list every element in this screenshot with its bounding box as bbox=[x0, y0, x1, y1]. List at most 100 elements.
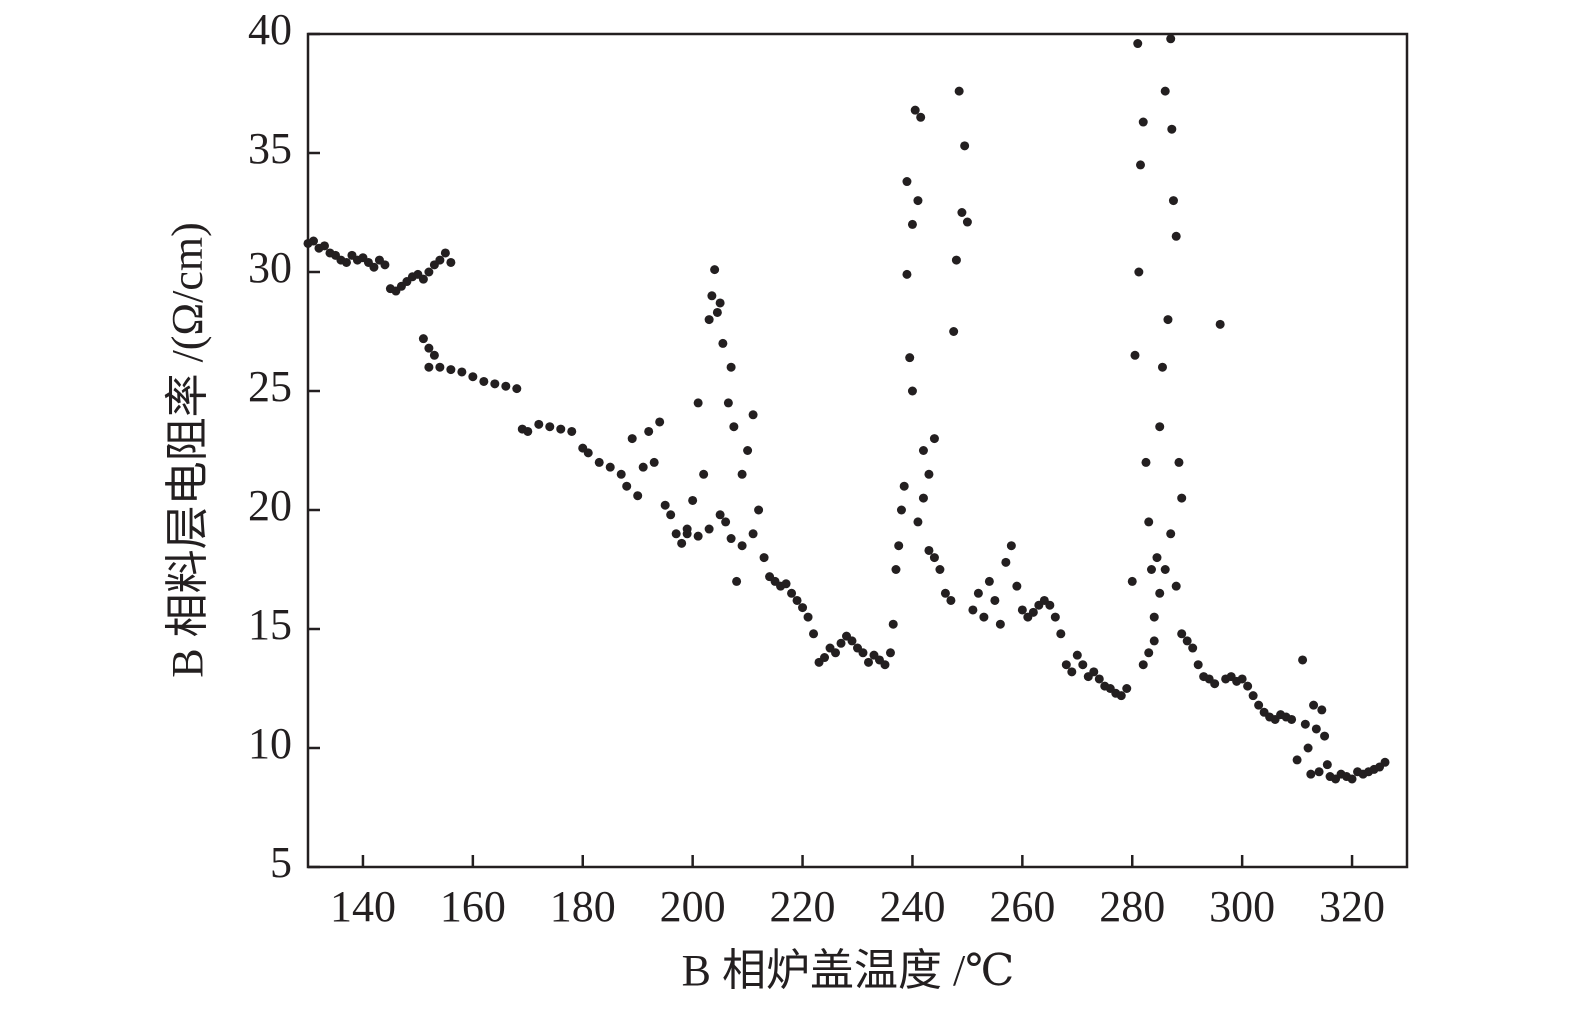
scatter-point bbox=[457, 367, 467, 377]
scatter-point bbox=[1028, 607, 1038, 617]
scatter-point bbox=[446, 365, 456, 375]
scatter-point bbox=[803, 612, 813, 622]
y-tick-label: 20 bbox=[248, 481, 292, 530]
scatter-point bbox=[1089, 667, 1099, 677]
scatter-point bbox=[1322, 760, 1332, 770]
scatter-point bbox=[737, 541, 747, 551]
scatter-point bbox=[369, 262, 379, 272]
scatter-point bbox=[1243, 681, 1253, 691]
scatter-point bbox=[1116, 691, 1126, 701]
scatter-point bbox=[1306, 769, 1316, 779]
scatter-point bbox=[940, 588, 950, 598]
scatter-point bbox=[888, 619, 898, 629]
y-tick-label: 40 bbox=[248, 5, 292, 54]
x-tick-label: 220 bbox=[770, 882, 836, 931]
scatter-point bbox=[1012, 581, 1022, 591]
scatter-point bbox=[1171, 581, 1181, 591]
scatter-point bbox=[1237, 674, 1247, 684]
scatter-point bbox=[781, 579, 791, 589]
scatter-point bbox=[1380, 757, 1390, 767]
scatter-point bbox=[446, 257, 456, 267]
scatter-point bbox=[1061, 660, 1071, 670]
scatter-point bbox=[1188, 643, 1198, 653]
x-tick-label: 320 bbox=[1319, 882, 1385, 931]
scatter-point bbox=[1168, 196, 1178, 206]
scatter-point bbox=[440, 248, 450, 258]
scatter-point bbox=[836, 638, 846, 648]
scatter-point bbox=[737, 469, 747, 479]
scatter-point bbox=[907, 386, 917, 396]
y-tick-label: 30 bbox=[248, 243, 292, 292]
scatter-point bbox=[1094, 674, 1104, 684]
scatter-point bbox=[688, 495, 698, 505]
scatter-point bbox=[556, 424, 566, 434]
scatter-point bbox=[787, 588, 797, 598]
scatter-point bbox=[479, 376, 489, 386]
scatter-point bbox=[699, 469, 709, 479]
scatter-point bbox=[682, 529, 692, 539]
scatter-point bbox=[1300, 719, 1310, 729]
scatter-point bbox=[490, 379, 500, 389]
scatter-point bbox=[910, 105, 920, 115]
scatter-point bbox=[809, 629, 819, 639]
scatter-point bbox=[918, 493, 928, 503]
scatter-point bbox=[1166, 34, 1176, 44]
scatter-point bbox=[1167, 124, 1177, 134]
scatter-point bbox=[594, 457, 604, 467]
y-axis-label: B 相料层电阻率 /(Ω/cm) bbox=[163, 222, 212, 678]
scatter-point bbox=[905, 353, 915, 363]
scatter-point bbox=[973, 588, 983, 598]
scatter-point bbox=[968, 605, 978, 615]
scatter-point bbox=[1177, 493, 1187, 503]
scatter-point bbox=[1177, 629, 1187, 639]
scatter-point bbox=[638, 462, 648, 472]
scatter-point bbox=[1254, 700, 1264, 710]
scatter-point bbox=[693, 531, 703, 541]
x-tick-label: 180 bbox=[550, 882, 616, 931]
scatter-point bbox=[1072, 650, 1082, 660]
scatter-point bbox=[960, 141, 970, 151]
scatter-point bbox=[435, 362, 445, 372]
scatter-point bbox=[924, 545, 934, 555]
scatter-point bbox=[723, 398, 733, 408]
scatter-point bbox=[984, 576, 994, 586]
scatter-point bbox=[732, 576, 742, 586]
y-tick-label: 25 bbox=[248, 362, 292, 411]
scatter-point bbox=[1001, 557, 1011, 567]
scatter-point bbox=[929, 553, 939, 563]
scatter-point bbox=[633, 491, 643, 501]
scatter-point bbox=[1248, 691, 1258, 701]
scatter-point bbox=[1152, 553, 1162, 563]
scatter-point bbox=[946, 595, 956, 605]
scatter-point bbox=[435, 255, 445, 265]
scatter-point bbox=[666, 510, 676, 520]
scatter-point bbox=[704, 315, 714, 325]
scatter-point bbox=[567, 426, 577, 436]
scatter-point bbox=[990, 595, 1000, 605]
scatter-point bbox=[715, 510, 725, 520]
scatter-point bbox=[1045, 600, 1055, 610]
scatter-point bbox=[649, 457, 659, 467]
scatter-point bbox=[754, 505, 764, 515]
scatter-point bbox=[894, 541, 904, 551]
scatter-point bbox=[935, 565, 945, 574]
scatter-point bbox=[1292, 755, 1302, 765]
scatter-point bbox=[957, 208, 967, 217]
scatter-point bbox=[913, 517, 923, 527]
y-tick-label: 15 bbox=[248, 600, 292, 649]
scatter-point bbox=[583, 448, 593, 458]
scatter-point bbox=[1144, 517, 1154, 527]
scatter-point bbox=[418, 334, 428, 344]
x-tick-label: 280 bbox=[1099, 882, 1165, 931]
scatter-point bbox=[627, 434, 637, 444]
scatter-point bbox=[1141, 457, 1151, 467]
scatter-point bbox=[924, 469, 934, 479]
scatter-point bbox=[907, 219, 917, 229]
scatter-point bbox=[418, 274, 428, 284]
scatter-point bbox=[1056, 629, 1066, 639]
scatter-point bbox=[1210, 679, 1220, 689]
scatter-point bbox=[880, 660, 890, 670]
scatter-point bbox=[1347, 774, 1357, 784]
scatter-point bbox=[1155, 588, 1165, 598]
